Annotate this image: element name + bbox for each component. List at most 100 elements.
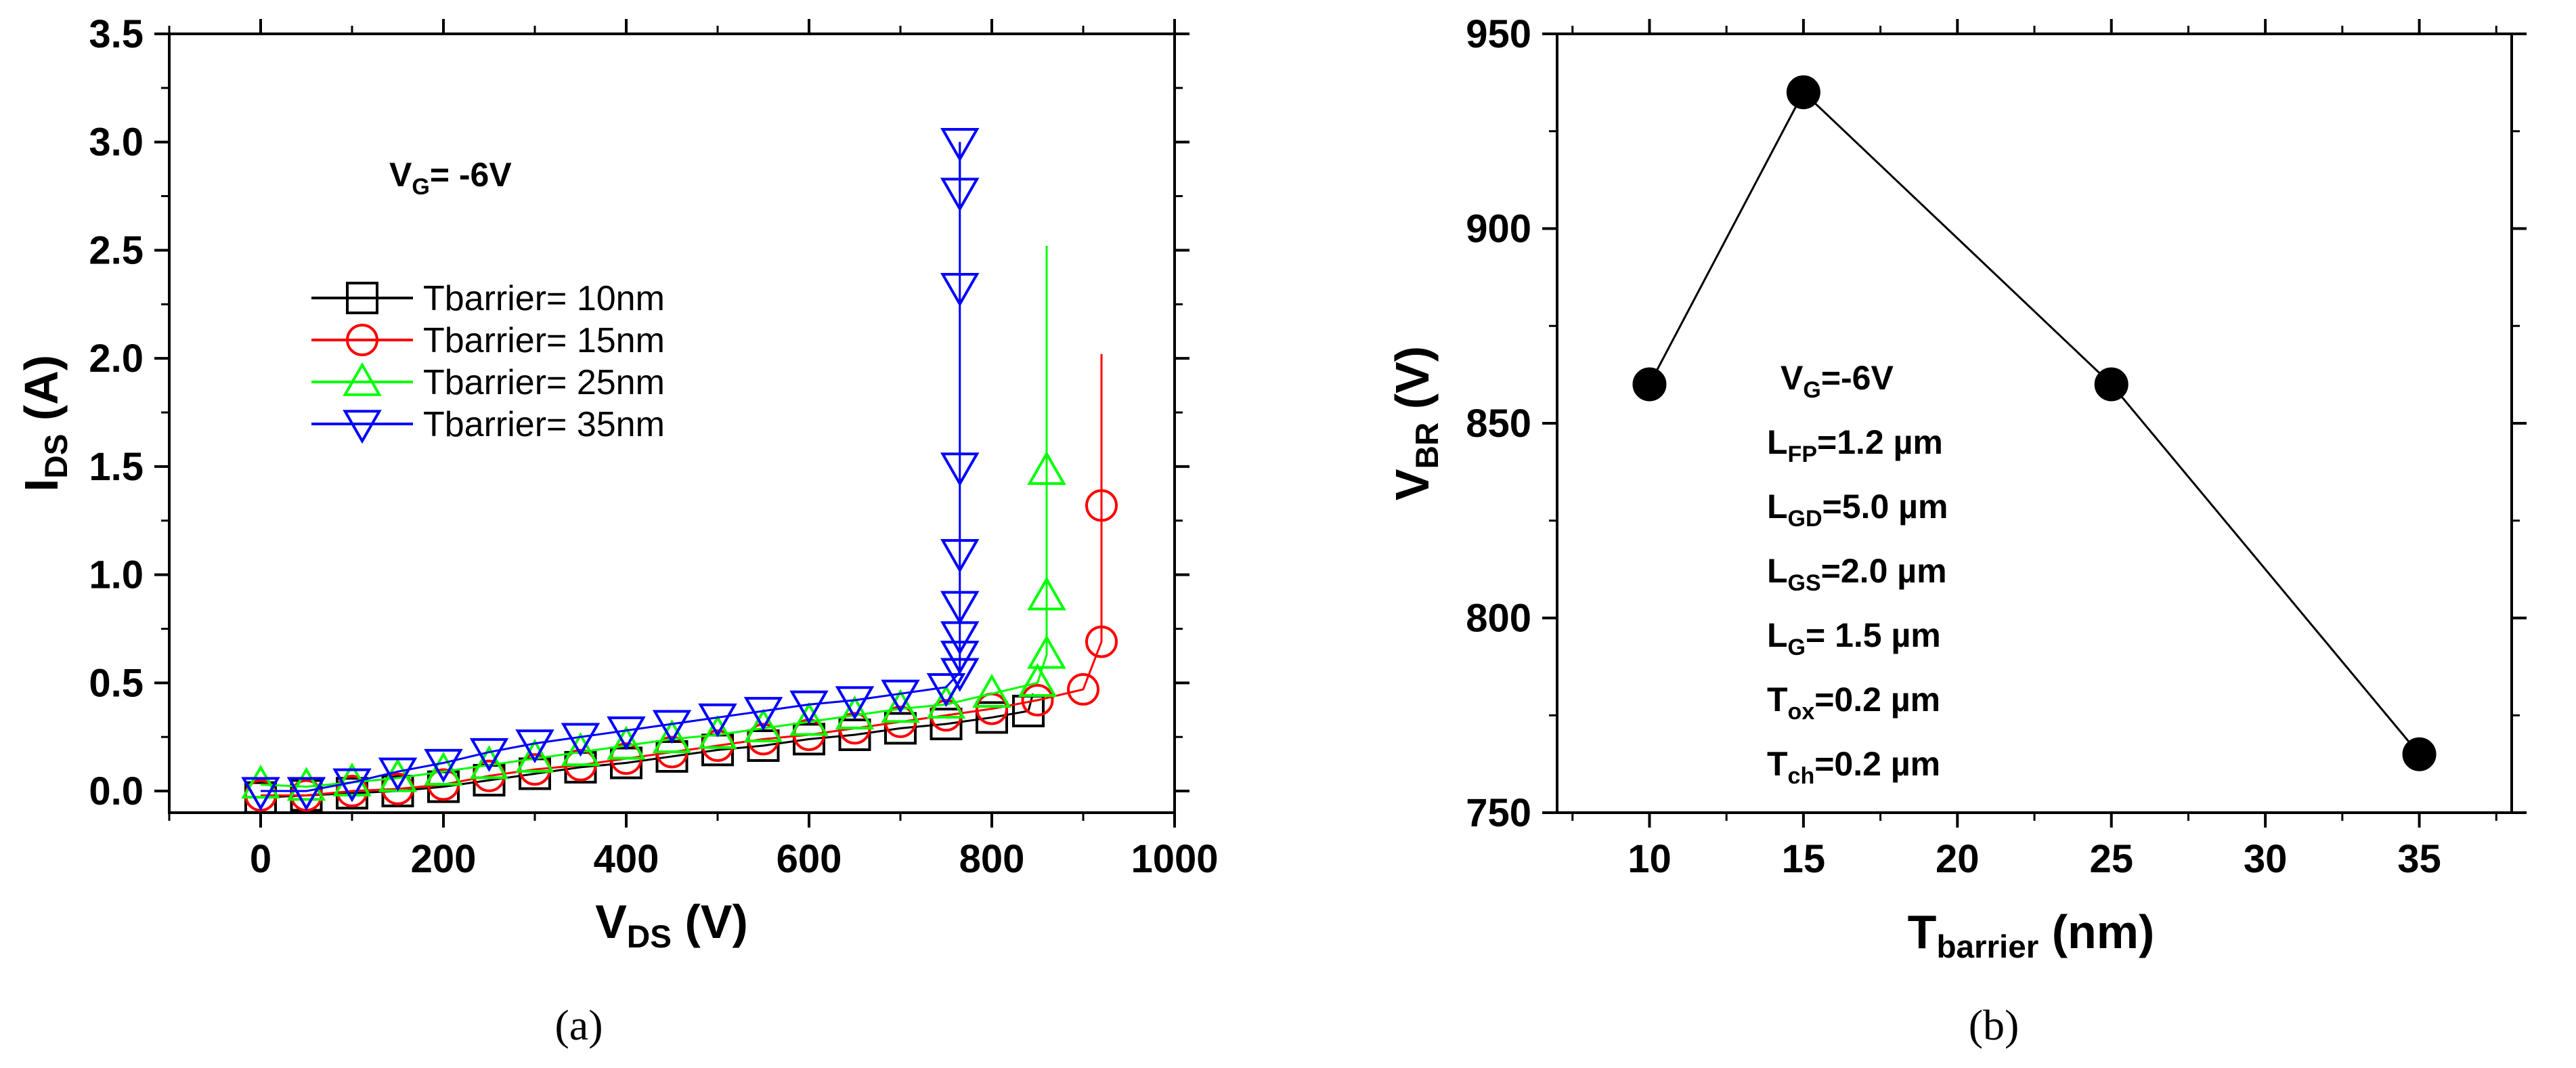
panel-a-data-point xyxy=(1027,576,1066,611)
panel-a-legend-label: Tbarrier= 10nm xyxy=(423,279,665,318)
panel-a-x-tick-label: 400 xyxy=(594,837,659,881)
legend-marker xyxy=(346,282,378,314)
panel-a-data-point xyxy=(972,673,1011,708)
panel-a-x-tick-label: 0 xyxy=(250,837,271,881)
panel-a-series-line xyxy=(261,142,961,792)
panel-a-data-point xyxy=(424,751,463,786)
panel-a-data-point xyxy=(1018,663,1057,698)
panel-a-data-point xyxy=(940,641,980,675)
panel-a-series-line xyxy=(260,710,1029,799)
panel-b-data-point xyxy=(1786,75,1820,110)
panel-a-data-point xyxy=(515,738,554,773)
panel-a-gate-voltage-annotation: VG= -6V xyxy=(389,156,512,200)
panel-a-y-tick-label: 3.5 xyxy=(89,12,144,56)
panel-a-y-tick-label: 3.0 xyxy=(89,121,144,165)
panel-b-y-axis-label: VBR (V) xyxy=(1386,346,1445,500)
panel-a-data-point xyxy=(743,697,783,731)
panel-a-data-point xyxy=(835,686,875,721)
panel-a-data-point xyxy=(515,729,554,764)
panel-a-series-4 xyxy=(241,128,980,811)
panel-b-x-tick-label: 30 xyxy=(2244,837,2288,881)
panel-a-legend-label: Tbarrier= 35nm xyxy=(423,405,665,444)
legend-marker xyxy=(346,324,378,356)
panel-a-legend-label: Tbarrier= 25nm xyxy=(423,363,665,402)
panel-a-y-tick-label: 0.5 xyxy=(89,661,144,705)
panel-a-chart: 0 200 400 600 800 1000 0.0 0.5 1.0 1.5 2.0 2.5 3.0 3.… xyxy=(15,12,1219,1049)
panel-a-data-point xyxy=(940,273,980,307)
panel-a-data-point xyxy=(940,658,980,692)
panel-b-data-point xyxy=(2402,737,2437,771)
panel-a-series-2 xyxy=(244,354,1118,812)
panel-a-data-point xyxy=(926,673,966,708)
panel-b-x-tick-label: 15 xyxy=(1782,837,1826,881)
panel-a-data-point xyxy=(743,708,783,743)
panel-a-y-tick-label: 2.5 xyxy=(89,228,144,272)
panel-b-chart: 10 15 20 25 30 35 750 800 850 900 950 Tbarrier (nm… xyxy=(1386,12,2527,1049)
panel-a-data-point xyxy=(424,748,463,783)
panel-b-x-tick-label: 10 xyxy=(1628,837,1672,881)
panel-a-legend-label: Tbarrier= 15nm xyxy=(423,321,665,360)
panel-b-x-tick-label: 35 xyxy=(2397,837,2441,881)
panel-a-data-point xyxy=(940,128,980,163)
panel-b-parameter-annotation: Tch=0.2 µm xyxy=(1767,745,1940,789)
panel-a-data-point xyxy=(561,723,601,757)
panel-a-data-point xyxy=(881,689,920,723)
panel-a-data-point xyxy=(881,679,920,714)
panel-a-data-point xyxy=(469,738,509,772)
panel-a-data-point xyxy=(930,708,963,741)
panel-a-data-point xyxy=(286,767,326,801)
panel-b-parameter-annotation: Tox=0.2 µm xyxy=(1767,681,1940,725)
panel-b-series-1 xyxy=(1632,75,2437,771)
panel-b-parameter-annotation: LGS=2.0 µm xyxy=(1767,552,1947,596)
panel-a-series-line xyxy=(260,471,1048,788)
legend-marker xyxy=(343,410,382,444)
panel-a-x-tick-label: 800 xyxy=(959,837,1025,881)
panel-a-data-point xyxy=(976,701,1008,734)
panel-a-data-point xyxy=(469,745,509,779)
panel-a-caption: (a) xyxy=(554,1001,603,1049)
panel-a-y-tick-label: 1.0 xyxy=(89,553,144,597)
panel-a-data-point xyxy=(940,452,980,487)
panel-a-y-tick-label: 0.0 xyxy=(89,769,144,813)
panel-a-data-point xyxy=(607,725,646,760)
panel-a-data-point xyxy=(926,684,966,719)
panel-a-data-point xyxy=(652,719,692,754)
panel-a-legend-item: Tbarrier= 35nm xyxy=(311,405,665,444)
panel-b-caption: (b) xyxy=(1969,1001,2020,1049)
panel-a-data-point xyxy=(940,538,980,573)
panel-b-data-point xyxy=(2094,367,2129,402)
panel-b-parameter-annotation: LG= 1.5 µm xyxy=(1767,616,1941,660)
panel-a-y-tick-label: 2.0 xyxy=(89,337,144,381)
panel-b-data-point xyxy=(1632,367,1667,402)
panel-b-y-tick-label: 950 xyxy=(1466,12,1531,56)
panel-a-data-point xyxy=(241,765,280,799)
panel-a-data-point xyxy=(1027,450,1066,485)
panel-a-data-point xyxy=(940,177,980,212)
panel-a-data-point xyxy=(1027,635,1066,669)
panel-a-x-tick-label: 200 xyxy=(411,837,477,881)
panel-b-series-line xyxy=(1649,90,2420,755)
panel-a-y-tick-label: 1.5 xyxy=(89,445,144,489)
panel-a-data-point xyxy=(1085,489,1118,522)
panel-a-data-point xyxy=(1067,672,1099,706)
panel-b-parameter-annotation: LFP=1.2 µm xyxy=(1767,423,1943,467)
panel-a-data-point xyxy=(789,702,829,736)
panel-a-data-point xyxy=(1085,625,1118,658)
panel-b-x-tick-label: 20 xyxy=(1936,837,1980,881)
panel-a-data-point xyxy=(698,714,737,749)
panel-a-data-point xyxy=(332,768,372,803)
panel-a-data-point xyxy=(241,777,280,811)
panel-a-data-point xyxy=(940,591,980,625)
panel-b-plot-frame xyxy=(1556,33,2513,814)
panel-a-plot-frame xyxy=(168,33,1176,814)
panel-a-data-point xyxy=(789,690,829,725)
panel-a-data-point xyxy=(378,757,418,792)
panel-a-legend-item: Tbarrier= 10nm xyxy=(311,279,665,318)
panel-b-parameter-annotation: LGD=5.0 µm xyxy=(1767,488,1948,532)
panel-a-x-tick-label: 1000 xyxy=(1131,837,1218,881)
panel-a-legend-item: Tbarrier= 15nm xyxy=(311,321,665,360)
panel-b-y-tick-label: 800 xyxy=(1466,597,1531,641)
panel-a-data-point xyxy=(286,777,326,811)
